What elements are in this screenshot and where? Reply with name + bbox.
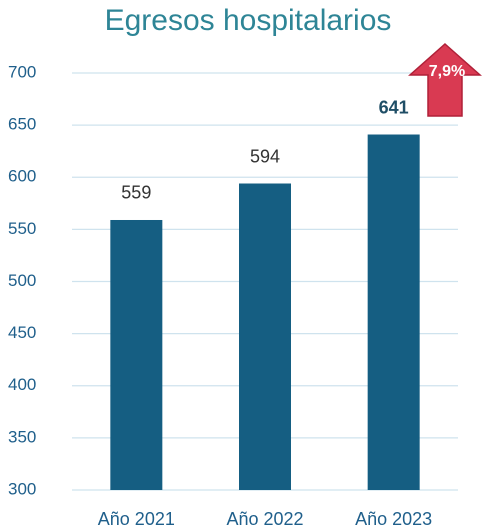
value-label: 641 <box>379 97 409 117</box>
bar <box>110 219 163 490</box>
chart-title: Egresos hospitalarios <box>105 4 392 37</box>
annotation: 7,9% <box>429 63 465 80</box>
bar <box>367 134 420 490</box>
y-tick-label: 600 <box>8 167 36 186</box>
value-label: 594 <box>250 146 280 166</box>
value-label: 559 <box>121 183 151 203</box>
y-tick-label: 550 <box>8 219 36 238</box>
y-tick-label: 450 <box>8 323 36 342</box>
y-tick-label: 700 <box>8 62 36 81</box>
x-tick-label: Año 2022 <box>226 509 303 529</box>
y-tick-label: 650 <box>8 115 36 134</box>
y-tick-label: 350 <box>8 427 36 446</box>
x-tick-label: Año 2021 <box>98 509 175 529</box>
y-tick-label: 400 <box>8 375 36 394</box>
y-tick-label: 300 <box>8 479 36 498</box>
arrow-shape <box>408 42 482 117</box>
x-tick-label: Año 2023 <box>355 509 432 529</box>
y-tick-label: 500 <box>8 271 36 290</box>
bar <box>239 183 291 490</box>
growth-arrow: 7,9% <box>408 42 482 117</box>
